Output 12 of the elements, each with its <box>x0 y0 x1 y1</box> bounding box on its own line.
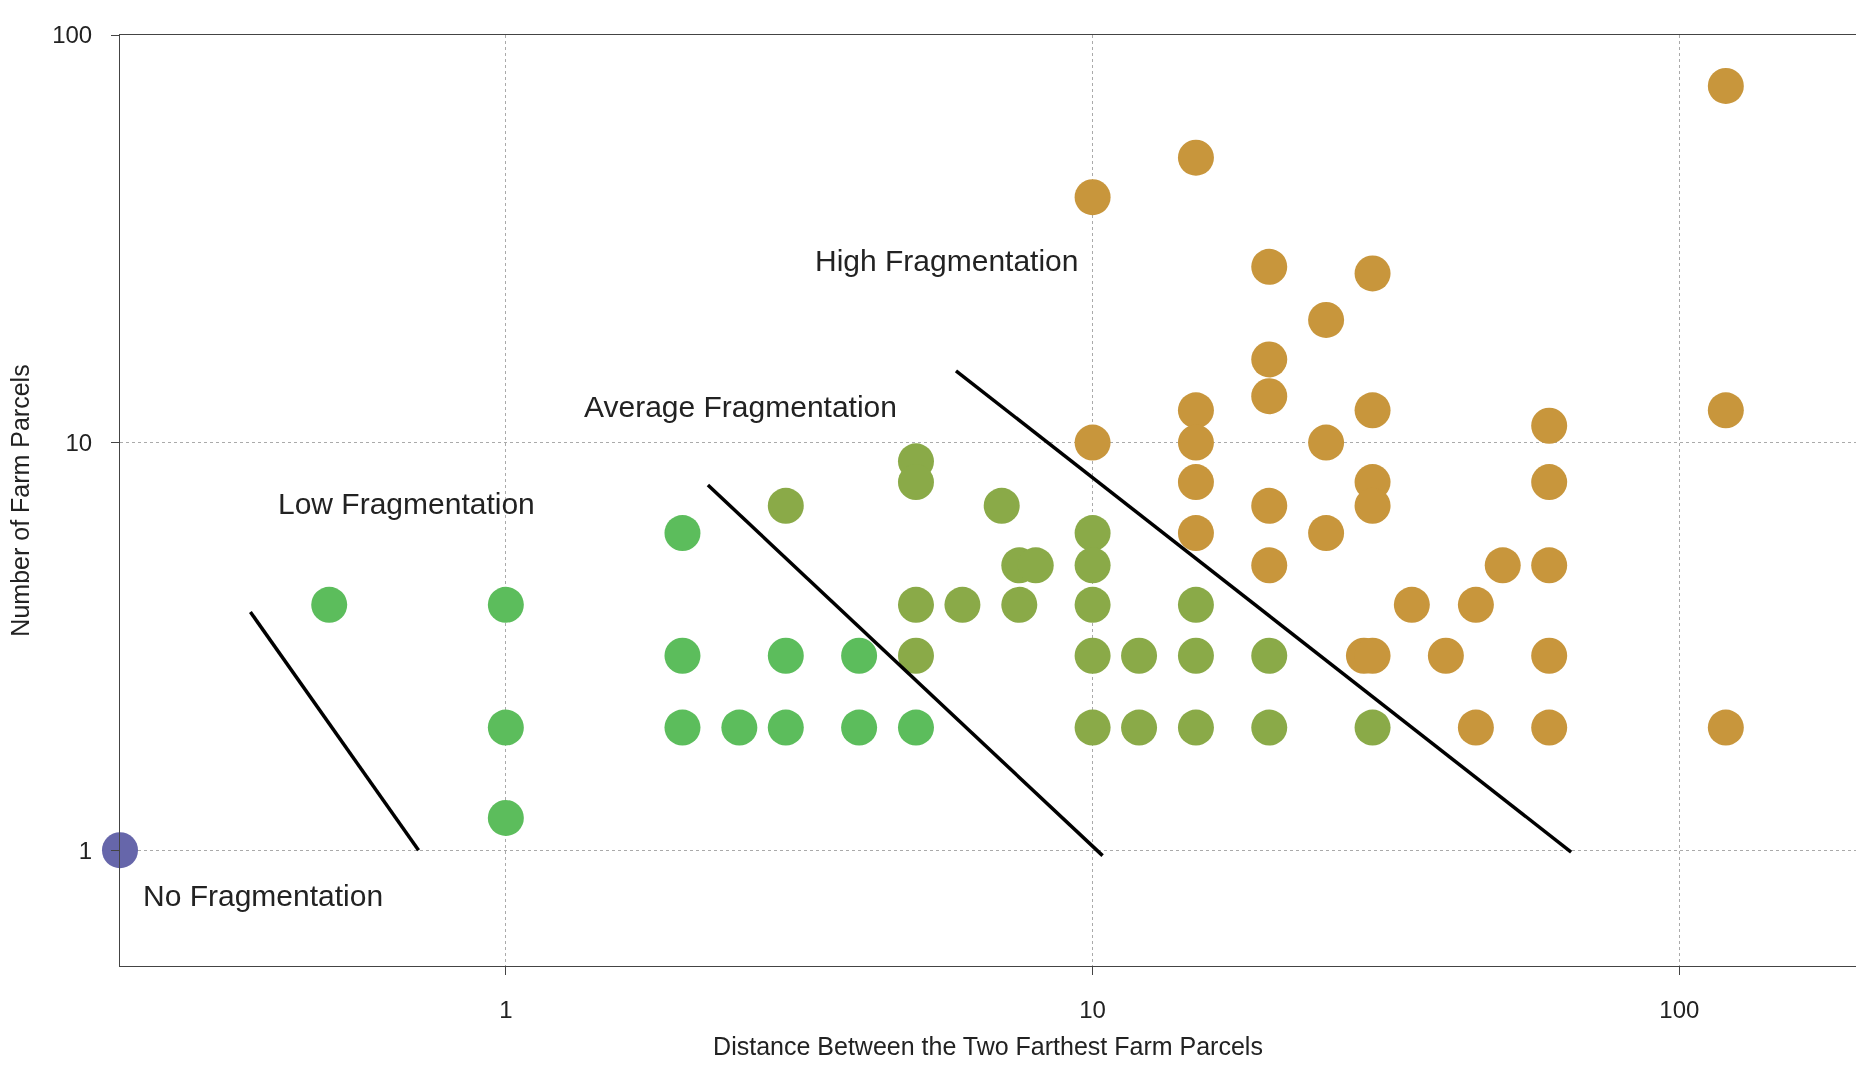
x-axis-title: Distance Between the Two Farthest Farm Parcels <box>713 1031 1263 1060</box>
y-axis-title: Number of Farm Parcels <box>5 364 34 637</box>
x-tick-label: 1 <box>499 995 513 1023</box>
x-tick-label: 100 <box>1659 995 1700 1023</box>
annotation: High Fragmentation <box>815 244 1079 277</box>
annotation: Low Fragmentation <box>278 487 535 520</box>
annotation: No Fragmentation <box>143 879 384 912</box>
y-tick-label: 100 <box>52 21 93 49</box>
annotation: Average Fragmentation <box>584 390 897 423</box>
y-tick-label: 10 <box>65 429 93 457</box>
x-tick-label: 10 <box>1079 995 1106 1023</box>
y-tick-label: 1 <box>78 836 93 864</box>
